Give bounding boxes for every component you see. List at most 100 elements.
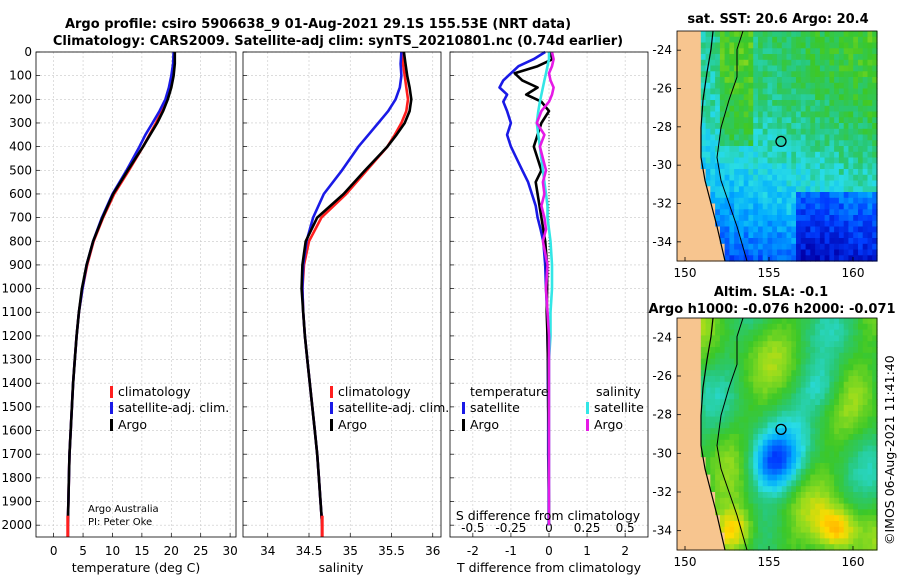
map-cell [762,399,769,406]
salinity-legend: climatology satellite-adj. clim. Argo [330,384,449,432]
map-cell [686,480,692,487]
map-cell [834,203,840,210]
map-cell [819,544,826,551]
map-cell [791,174,797,182]
map-cell [853,381,859,389]
map-cell [853,474,859,481]
map-cell [696,215,702,222]
map-cell [829,474,835,481]
map-cell [729,226,735,233]
map-cell [829,54,835,61]
map-cell [815,352,821,360]
map-cell [710,532,716,539]
map-cell [710,329,716,336]
map-cell [772,370,778,377]
map-cell [819,387,826,394]
map-cell [758,451,764,458]
map-cell [872,157,878,164]
map-cell [815,203,821,210]
map-cell [772,111,778,118]
map-cell [810,474,816,481]
map-cell [848,59,854,67]
map-cell [762,422,769,429]
map-cell [848,318,854,325]
map-cell [815,405,821,412]
map-cell [810,526,816,534]
map-cell [810,42,816,49]
map-cell [824,410,830,418]
map-cell [824,180,830,187]
map-cell [724,209,730,216]
map-cell [829,323,835,331]
map-cell [677,105,683,113]
map-cell [791,457,797,464]
map-cell [781,65,788,72]
map-cell [819,381,826,389]
map-cell [767,111,773,118]
map-cell [815,82,821,90]
map-cell [786,249,792,256]
map-cell [824,249,830,256]
map-cell [758,358,764,365]
map-cell [786,422,792,429]
map-y-tick-label: -28 [652,408,672,422]
map-cell [838,48,845,55]
map-cell [810,59,816,67]
map-cell [767,329,773,336]
map-cell [786,36,792,44]
map-cell [719,105,726,113]
map-cell [777,532,783,539]
map-cell [786,439,792,447]
map-cell [772,151,778,159]
map-cell [691,416,697,423]
map-cell [867,364,873,371]
map-cell [858,399,864,406]
map-cell [758,215,764,222]
map-cell [677,381,683,389]
map-cell [710,387,716,394]
map-cell [748,220,754,228]
map-cell [705,209,711,216]
map-cell [715,111,721,118]
map-cell [762,88,769,95]
map-cell [853,249,859,256]
map-cell [862,497,869,505]
map-cell [843,180,850,187]
map-cell [834,232,840,239]
map-cell [862,468,869,476]
map-cell [724,151,730,159]
map-cell [824,88,830,95]
map-cell [843,434,850,441]
map-cell [810,203,816,210]
map-cell [724,59,730,67]
map-cell [853,387,859,394]
map-cell [867,376,873,383]
y-tick-label: 1700 [1,447,32,461]
map-cell [705,358,711,365]
map-cell [791,439,797,447]
map-cell [796,318,802,325]
map-cell [748,451,754,458]
map-cell [819,31,826,38]
map-cell [781,341,788,348]
map-cell [862,544,869,551]
map-cell [710,65,716,72]
map-cell [858,376,864,383]
map-cell [700,410,707,418]
map-cell [715,410,721,418]
map-cell [719,232,726,239]
map-cell [729,416,735,423]
map-x-tick-label: 150 [674,266,697,280]
map-cell [786,65,792,72]
map-cell [800,88,807,95]
map-cell [858,82,864,90]
map-cell [753,480,759,487]
map-cell [867,157,873,164]
difference-xlabel: T difference from climatology [456,560,642,575]
map-cell [853,220,859,228]
map-cell [819,163,826,170]
map-cell [772,329,778,336]
map-cell [791,474,797,481]
map-cell [719,451,726,458]
map-cell [724,538,730,545]
